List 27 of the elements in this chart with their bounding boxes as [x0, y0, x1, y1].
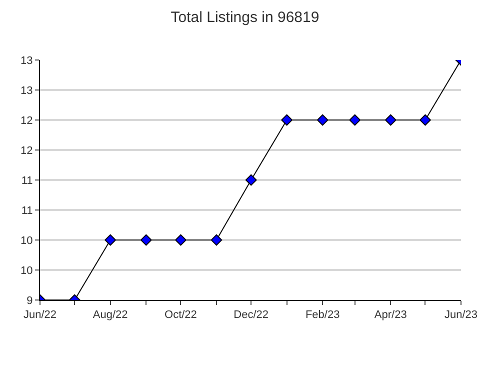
- point: [316, 114, 328, 126]
- point: [281, 114, 293, 126]
- x-tick-label: Jun/23: [444, 309, 478, 322]
- x-tick-label: Oct/22: [164, 309, 197, 322]
- y-tick-label: 11: [21, 174, 33, 187]
- point: [420, 114, 431, 126]
- x-tick-label: Apr/23: [374, 309, 407, 322]
- point: [175, 234, 186, 246]
- point: [104, 234, 116, 246]
- y-tick-label: 9: [26, 294, 33, 307]
- chart-title: Total Listings in 96819: [170, 8, 320, 26]
- x-tick-label: Dec/22: [234, 309, 269, 322]
- point: [384, 114, 396, 126]
- x-tick-label: Jun/22: [23, 309, 57, 322]
- y-tick-label: 13: [20, 84, 33, 97]
- point: [140, 234, 152, 246]
- x-tick-label: Feb/23: [305, 309, 340, 322]
- point: [349, 114, 361, 126]
- point: [210, 234, 222, 246]
- x-tick-label: Aug/22: [92, 309, 128, 322]
- y-tick-label: 13: [20, 54, 33, 67]
- y-tick-label: 10: [20, 234, 33, 247]
- y-tick-label: 10: [20, 264, 33, 277]
- y-tick-label: 11: [21, 204, 33, 217]
- y-tick-label: 12: [20, 144, 33, 157]
- point: [245, 174, 257, 186]
- y-tick-label: 12: [20, 114, 33, 127]
